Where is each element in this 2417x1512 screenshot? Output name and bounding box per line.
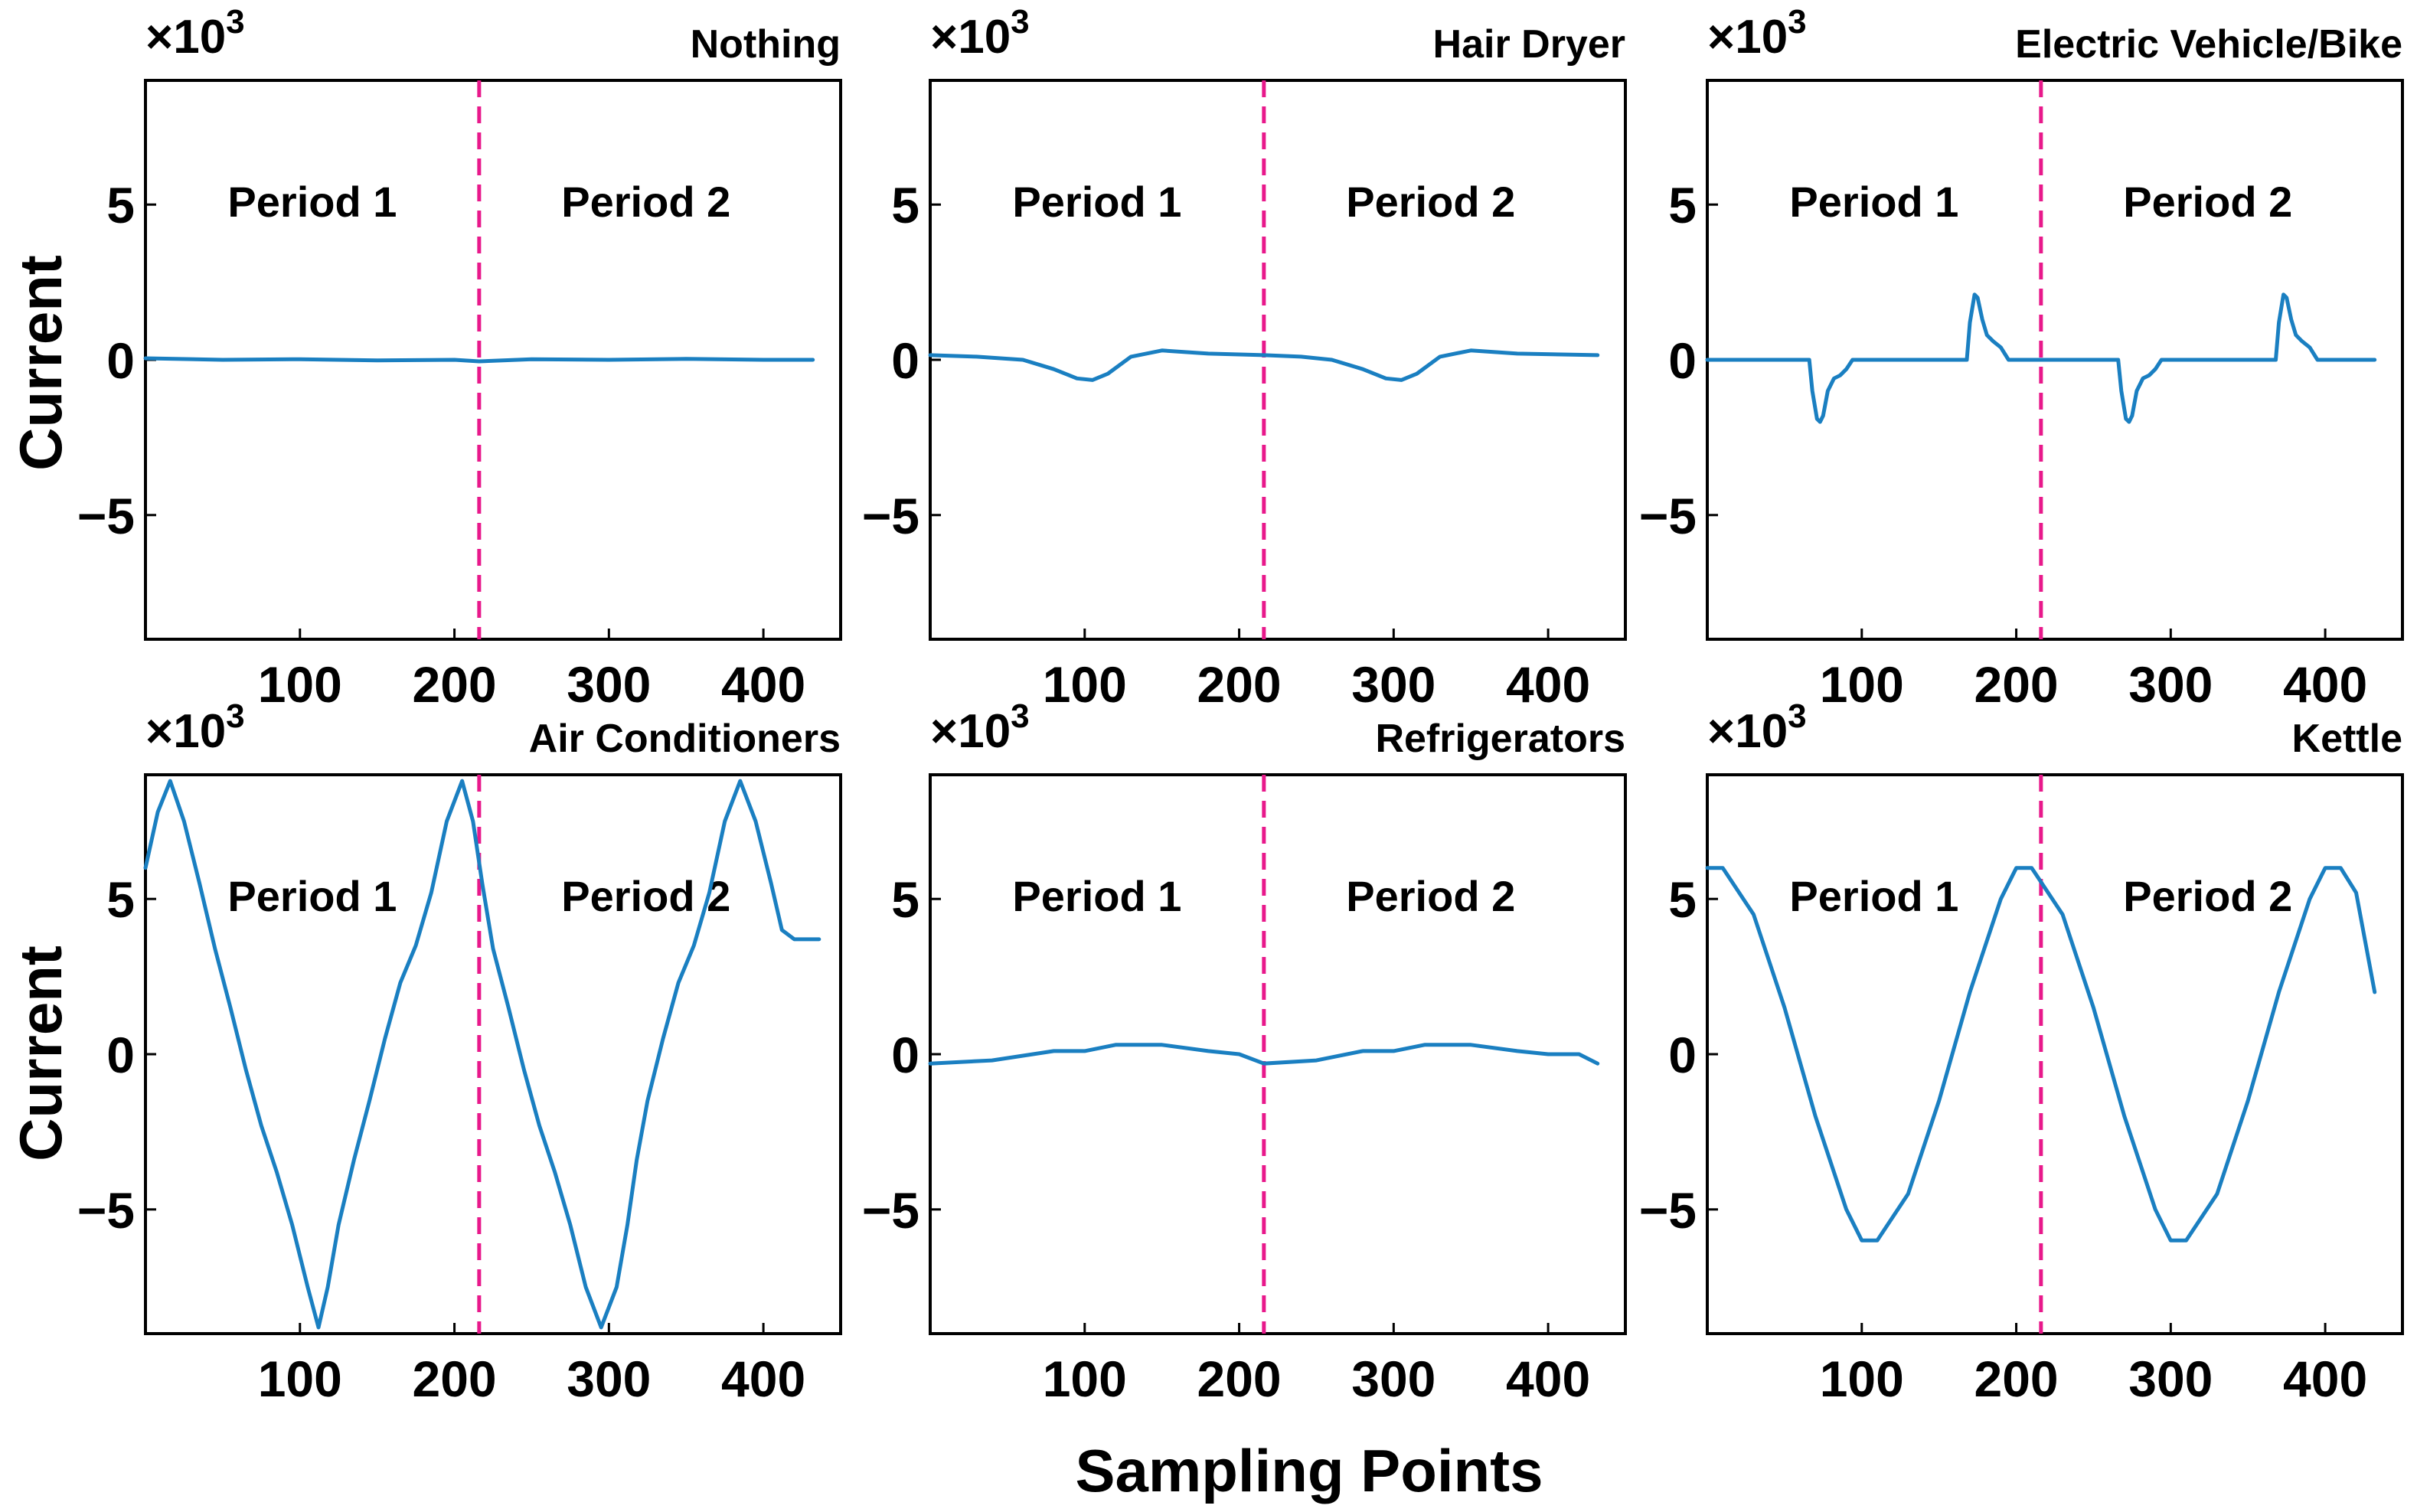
y-tick-label: −5	[1639, 1182, 1697, 1239]
x-tick-label: 300	[567, 656, 651, 713]
panel-title: Refrigerators	[1375, 717, 1625, 761]
x-tick-label: 400	[721, 656, 805, 713]
plot-frame	[144, 773, 842, 1335]
plot-frame	[929, 79, 1627, 641]
chart-panel: 100 200 300 400 −5 0 5 ×103 Refrigerators Period …	[862, 697, 1627, 1407]
x-tick-label: 400	[1506, 656, 1590, 713]
panel-title: Hair Dryer	[1433, 22, 1625, 67]
period-label: Period 2	[2123, 178, 2292, 226]
y-axis-title-top: Current	[7, 255, 74, 471]
y-scale-label: ×103	[1707, 3, 1807, 64]
series-line	[143, 356, 815, 364]
period-label: Period 2	[1346, 178, 1515, 226]
y-tick-label: −5	[862, 488, 919, 544]
y-tick-label: 0	[106, 332, 135, 389]
y-tick-label: 5	[1668, 177, 1697, 233]
y-tick-label: 0	[891, 332, 919, 389]
x-tick-label: 200	[1974, 656, 2058, 713]
series-line	[928, 348, 1600, 382]
x-tick-label: 300	[1351, 656, 1436, 713]
y-tick-label: 5	[891, 177, 919, 233]
x-tick-label: 400	[2283, 1350, 2367, 1407]
period-label: Period 1	[227, 872, 397, 920]
chart-panel: 100 200 300 400 −5 0 5 ×103 Nothing Period 1 Perio…	[77, 3, 842, 713]
period-label: Period 2	[561, 178, 730, 226]
x-tick-label: 200	[1974, 1350, 2058, 1407]
y-scale-label: ×103	[1707, 697, 1807, 758]
x-tick-label: 400	[721, 1350, 805, 1407]
y-tick-label: 5	[106, 871, 135, 928]
x-tick-label: 200	[412, 656, 496, 713]
period-label: Period 1	[1789, 178, 1958, 226]
period-label: Period 1	[1789, 872, 1958, 920]
x-tick-label: 300	[567, 1350, 651, 1407]
panel-title: Kettle	[2292, 717, 2402, 761]
x-tick-label: 200	[1197, 1350, 1281, 1407]
panel-title: Nothing	[691, 22, 841, 67]
series-line	[928, 1043, 1600, 1066]
chart-panel: 100 200 300 400 −5 0 5 ×103 Air Conditioners Peri…	[77, 697, 842, 1407]
y-tick-label: −5	[862, 1182, 919, 1239]
y-scale-label: ×103	[145, 3, 245, 64]
series-line	[143, 779, 821, 1330]
x-tick-label: 100	[1043, 656, 1127, 713]
y-tick-label: 0	[1668, 1027, 1697, 1083]
panel-title: Electric Vehicle/Bike	[2015, 22, 2402, 67]
y-tick-label: 0	[1668, 332, 1697, 389]
period-label: Period 1	[227, 178, 397, 226]
series-line	[1705, 292, 2377, 424]
y-tick-label: −5	[77, 488, 135, 544]
panel-title: Air Conditioners	[529, 717, 841, 761]
period-label: Period 1	[1012, 872, 1181, 920]
plot-frame	[1706, 773, 2404, 1335]
y-tick-label: 0	[891, 1027, 919, 1083]
chart-panel: 100 200 300 400 −5 0 5 ×103 Kettle Period 1 Period…	[1639, 697, 2404, 1407]
chart-panel: 100 200 300 400 −5 0 5 ×103 Hair Dryer Period 1 Pe…	[862, 3, 1627, 713]
y-tick-label: 5	[891, 871, 919, 928]
x-tick-label: 300	[2128, 656, 2213, 713]
x-tick-label: 400	[1506, 1350, 1590, 1407]
period-label: Period 1	[1012, 178, 1181, 226]
x-tick-label: 100	[258, 1350, 342, 1407]
y-tick-label: 5	[106, 177, 135, 233]
x-axis-title: Sampling Points	[1075, 1437, 1543, 1504]
y-tick-label: −5	[1639, 488, 1697, 544]
y-scale-label: ×103	[930, 697, 1030, 758]
series-line	[1705, 866, 2377, 1243]
y-tick-label: 0	[106, 1027, 135, 1083]
y-tick-label: 5	[1668, 871, 1697, 928]
x-tick-label: 100	[1043, 1350, 1127, 1407]
x-tick-label: 200	[1197, 656, 1281, 713]
x-tick-label: 100	[1820, 1350, 1904, 1407]
y-scale-label: ×103	[145, 697, 245, 758]
x-tick-label: 300	[2128, 1350, 2213, 1407]
panels: 100 200 300 400 −5 0 5 ×103 Nothing Period 1 Perio…	[77, 3, 2404, 1407]
y-axis-title-bottom: Current	[7, 945, 74, 1161]
chart-panel: 100 200 300 400 −5 0 5 ×103 Electric Vehicle/Bik…	[1639, 3, 2404, 713]
period-label: Period 2	[2123, 872, 2292, 920]
y-tick-label: −5	[77, 1182, 135, 1239]
period-label: Period 2	[1346, 872, 1515, 920]
x-tick-label: 200	[412, 1350, 496, 1407]
x-tick-label: 400	[2283, 656, 2367, 713]
x-tick-label: 300	[1351, 1350, 1436, 1407]
y-scale-label: ×103	[930, 3, 1030, 64]
x-tick-label: 100	[258, 656, 342, 713]
x-tick-label: 100	[1820, 656, 1904, 713]
